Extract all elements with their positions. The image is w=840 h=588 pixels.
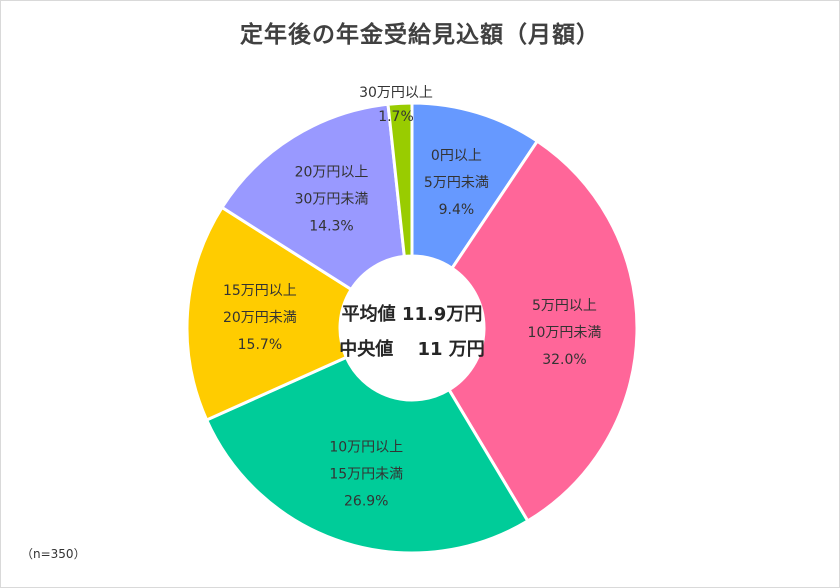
slice-category-label: 0円以上 [431,148,482,164]
slice-category-label: 20万円以上 [295,164,369,180]
slice-category-label: 30万円以上 [359,85,433,101]
slice-label-2: 10万円以上 15万円未満 26.9% [329,439,403,509]
slice-value-label: 1.7% [378,109,414,125]
slice-label-0: 0円以上 5万円未満 9.4% [424,148,489,218]
slice-category-label: 10万円未満 [528,325,602,341]
slice-label-1: 5万円以上 10万円未満 32.0% [528,298,602,368]
slice-label-3: 15万円以上 20万円未満 15.7% [223,283,297,353]
slice-category-label: 5万円未満 [424,175,489,191]
chart-title: 定年後の年金受給見込額（月額） [240,22,600,48]
slice-value-label: 14.3% [309,218,353,234]
center-average-label: 平均値 11.9万円 [342,303,483,325]
pie-slice-5 [386,101,414,259]
slice-label-4: 20万円以上 30万円未満 14.3% [295,164,369,234]
slice-category-label: 15万円以上 [223,283,297,299]
pie-slice-3 [185,205,354,422]
slice-category-label: 15万円未満 [329,466,403,482]
slice-value-label: 9.4% [439,202,475,218]
slice-value-label: 15.7% [238,337,282,353]
slice-label-5: 30万円以上 1.7% [359,85,433,125]
slice-value-label: 26.9% [344,493,388,509]
slice-category-label: 5万円以上 [532,298,597,314]
center-median-label: 中央値 11 万円 [339,338,485,360]
sample-size-note: （n=350） [21,547,86,561]
pie-slice-1 [446,139,639,524]
slice-category-label: 20万円未満 [223,310,297,326]
slice-category-label: 10万円以上 [329,439,403,455]
slice-value-label: 32.0% [542,352,586,368]
pie-slice-4 [219,102,406,292]
slice-category-label: 30万円未満 [295,191,369,207]
pie-slice-2 [204,355,530,555]
